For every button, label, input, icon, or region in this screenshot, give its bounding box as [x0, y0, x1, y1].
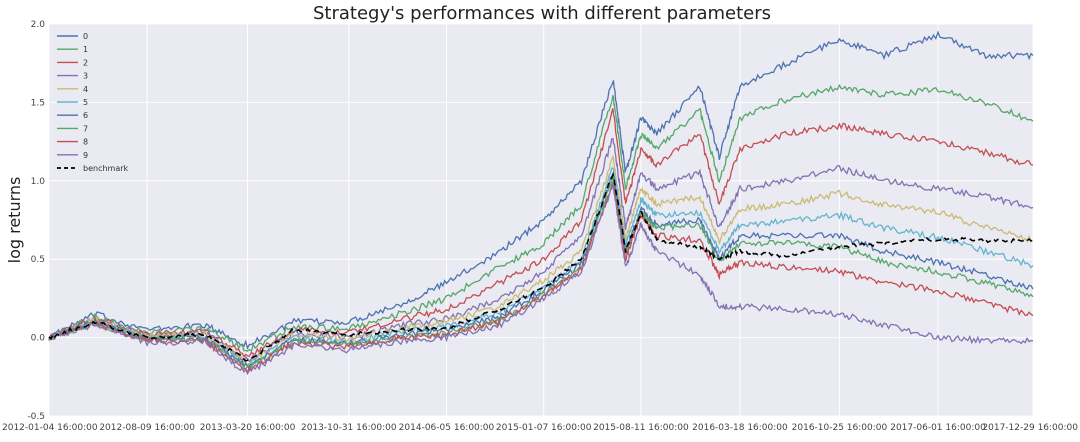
series-line-benchmark	[48, 171, 1034, 362]
x-tick-label: 2017-12-29 16:00:00	[982, 423, 1078, 433]
chart-title: Strategy's performances with different p…	[313, 3, 771, 24]
plot-area	[49, 24, 1033, 416]
y-tick-label: -0.5	[27, 412, 45, 422]
legend-label-7: 7	[83, 124, 88, 133]
series-line-4	[48, 154, 1034, 366]
legend-label-6: 6	[83, 111, 88, 120]
legend-label-8: 8	[83, 138, 88, 147]
legend-label-1: 1	[83, 45, 88, 54]
legend-label-2: 2	[83, 58, 88, 67]
y-tick-label: 0.5	[31, 255, 45, 265]
series-line-9	[48, 183, 1034, 376]
series-line-3	[48, 137, 1034, 363]
legend-label-3: 3	[83, 72, 88, 81]
legend-label-0: 0	[83, 32, 88, 41]
x-tick-label: 2013-10-31 16:00:00	[301, 423, 397, 433]
series-line-2	[48, 108, 1034, 358]
x-tick-label: 2012-01-04 16:00:00	[2, 423, 98, 433]
legend-label-4: 4	[83, 85, 88, 94]
x-tick-label: 2012-08-09 16:00:00	[99, 423, 195, 433]
y-tick-label: 2.0	[31, 20, 46, 30]
legend-label-9: 9	[83, 151, 88, 160]
series-lines	[48, 30, 1034, 376]
y-tick-label: 0.0	[31, 334, 46, 344]
x-tick-label: 2016-10-25 16:00:00	[792, 423, 888, 433]
x-tick-label: 2016-03-18 16:00:00	[692, 423, 788, 433]
legend: 0 1 2 3 4 5 6 7 8 9 benchmark	[57, 32, 129, 173]
legend-label-benchmark: benchmark	[83, 164, 129, 173]
series-line-1	[48, 83, 1034, 353]
x-tick-label: 2015-08-11 16:00:00	[593, 423, 689, 433]
x-tick-label: 2015-01-07 16:00:00	[496, 423, 592, 433]
x-tick-label: 2014-06-05 16:00:00	[399, 423, 495, 433]
x-tick-label: 2017-06-01 16:00:00	[890, 423, 986, 433]
x-tick-label: 2013-03-20 16:00:00	[200, 423, 296, 433]
grid-lines	[48, 23, 1034, 417]
series-line-0	[48, 30, 1034, 350]
y-tick-label: 1.0	[31, 177, 46, 187]
y-tick-label: 1.5	[31, 98, 45, 108]
y-axis-label: log returns	[5, 177, 24, 264]
legend-label-5: 5	[83, 98, 88, 107]
